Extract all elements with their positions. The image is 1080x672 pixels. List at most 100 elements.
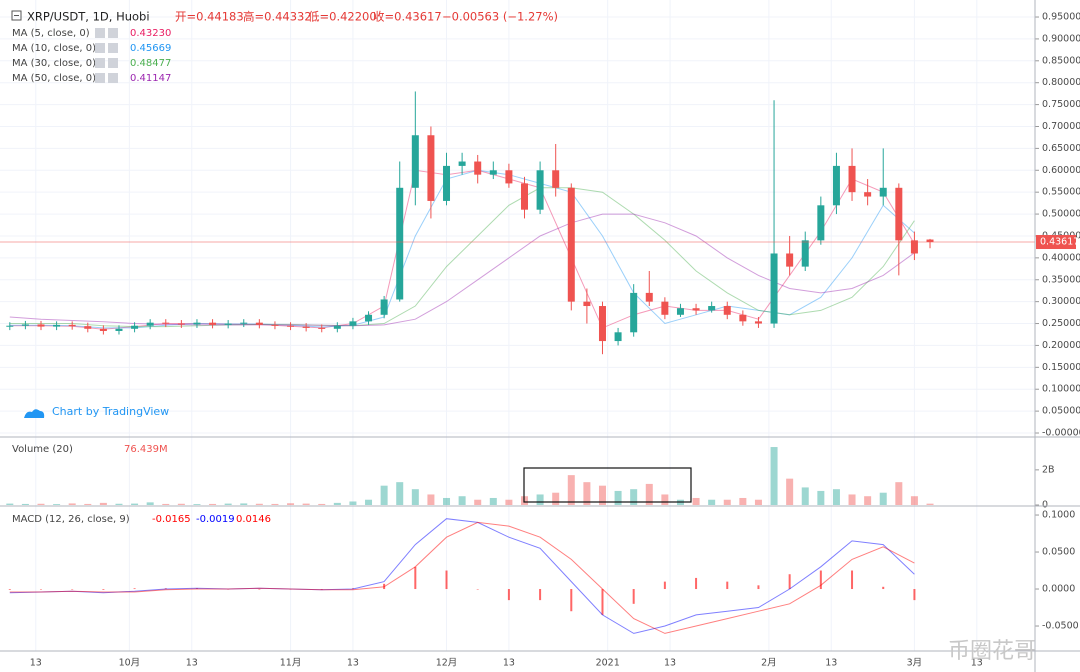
candle-body	[396, 187, 404, 300]
x-tick-label: 2月	[761, 658, 777, 669]
candle-body	[37, 324, 45, 327]
close-icon	[108, 28, 118, 38]
volume-bar	[801, 487, 809, 505]
candle-body	[598, 306, 606, 342]
x-tick-label: 13	[825, 658, 837, 669]
candle-body	[661, 301, 669, 315]
settings-icon	[95, 58, 105, 68]
close-icon	[108, 73, 118, 83]
ma-value: 0.48477	[130, 58, 171, 69]
y-tick-label: 0.65000	[1042, 143, 1080, 154]
volume-bar	[536, 494, 544, 505]
candle-body	[162, 322, 170, 324]
volume-bar	[770, 447, 778, 505]
candle-body	[926, 239, 934, 243]
volume-bar	[53, 504, 61, 505]
y-tick-label: -0.0500	[1042, 621, 1079, 632]
volume-bar	[708, 499, 716, 505]
candle-body	[614, 332, 622, 342]
y-tick-label: 0.95000	[1042, 12, 1080, 23]
candle-body	[318, 327, 326, 329]
volume-bar	[349, 501, 357, 505]
volume-bar	[333, 502, 341, 505]
x-tick-label: 13	[664, 658, 676, 669]
macd-histogram	[258, 589, 261, 590]
volume-bar	[895, 482, 903, 505]
volume-bar	[786, 478, 794, 505]
volume-bar	[832, 489, 840, 505]
volume-bar	[302, 503, 310, 505]
volume-bar	[630, 489, 638, 505]
volume-bar	[99, 502, 107, 505]
candle-body	[365, 314, 373, 322]
candle-body	[692, 308, 700, 311]
y-tick-label: 0.25000	[1042, 318, 1080, 329]
grid	[0, 0, 1035, 651]
macd-histogram	[601, 589, 604, 615]
x-tick-label: 13	[186, 658, 198, 669]
volume-bar	[661, 494, 669, 505]
y-tick-label: 0.90000	[1042, 33, 1080, 44]
volume-bar	[84, 503, 92, 505]
y-tick-label: 0.50000	[1042, 209, 1080, 220]
y-tick-label: 0.55000	[1042, 187, 1080, 198]
candle-body	[458, 161, 466, 166]
volume-bar	[614, 490, 622, 505]
candle-body	[6, 325, 14, 327]
x-tick-label: 2021	[596, 658, 620, 669]
macd-histogram	[414, 566, 417, 590]
tradingview-logo[interactable]	[24, 409, 45, 418]
volume-bar	[37, 503, 45, 505]
credit[interactable]: Chart by TradingView	[52, 405, 169, 418]
candle-body	[723, 306, 731, 315]
volume-bar	[209, 503, 217, 505]
ma-legend: MA (5, close, 0)	[12, 28, 90, 39]
volume-value: 76.439M	[124, 444, 168, 455]
volume-bar	[240, 503, 248, 505]
volume-bar	[380, 485, 388, 505]
candle-body	[287, 325, 295, 327]
macd-histogram	[757, 585, 760, 590]
volume-bar	[598, 485, 606, 505]
ma-value: 0.41147	[130, 73, 171, 84]
candle-body	[708, 306, 716, 311]
y-tick-label: 0.35000	[1042, 274, 1080, 285]
candle-body	[68, 324, 76, 327]
collapse-icon[interactable]	[11, 10, 22, 21]
x-tick-label: 11月	[280, 658, 302, 669]
volume-bar	[427, 494, 435, 505]
y-tick-label: 0.80000	[1042, 77, 1080, 88]
y-tick-label: 0	[1042, 500, 1048, 511]
symbol-title: XRP/USDT, 1D, Huobi	[27, 10, 150, 24]
macd-histogram	[102, 589, 105, 590]
watermark: 币圈花哥	[948, 639, 1036, 664]
candle-body	[21, 324, 29, 326]
x-tick-label: 13	[347, 658, 359, 669]
settings-icon	[95, 28, 105, 38]
volume-bar	[146, 502, 154, 505]
close-icon	[108, 43, 118, 53]
volume-bar	[754, 499, 762, 505]
ma-legend: MA (50, close, 0)	[12, 73, 96, 84]
y-tick-label: 2B	[1042, 464, 1055, 475]
candle-body	[786, 253, 794, 267]
settings-icon	[95, 43, 105, 53]
volume-bar	[817, 490, 825, 505]
y-tick-label: 0.70000	[1042, 121, 1080, 132]
volume-bar	[115, 503, 123, 505]
macd-histogram	[539, 589, 542, 601]
last-price-tag	[1036, 235, 1076, 250]
volume-bar	[6, 503, 14, 505]
candle-body	[99, 328, 107, 331]
volume-bar	[552, 492, 560, 505]
y-tick-label: 0.40000	[1042, 252, 1080, 263]
macd-value: -0.0165	[152, 514, 191, 525]
candle-body	[910, 240, 918, 254]
y-tick-label: 0.05000	[1042, 406, 1080, 417]
volume-bar	[271, 503, 279, 505]
volume-bar	[224, 503, 232, 505]
candle-body	[146, 322, 154, 326]
volume-bar	[567, 475, 575, 505]
ma-line	[9, 213, 915, 327]
